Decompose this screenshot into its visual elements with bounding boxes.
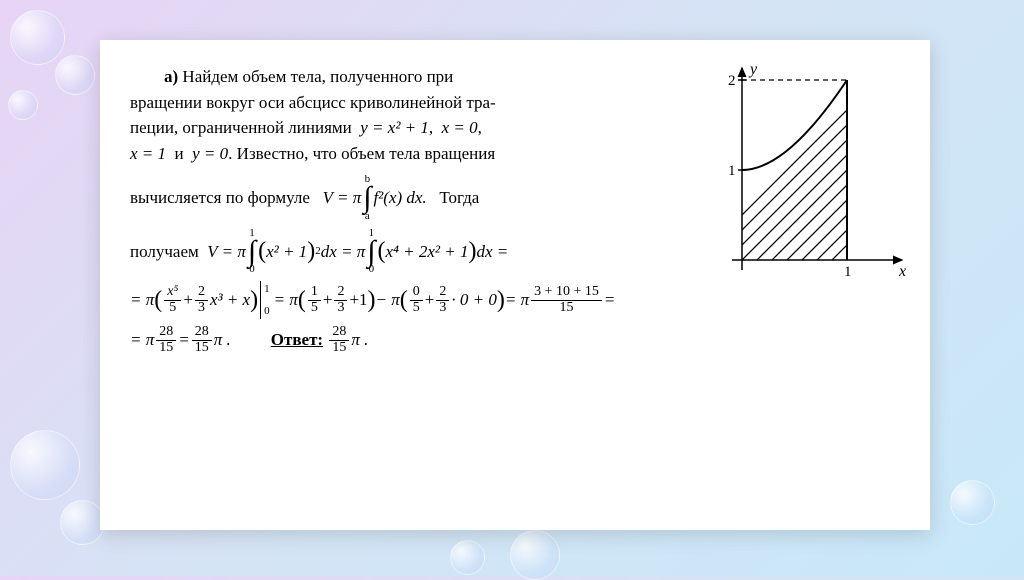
frac-28-15b: 2815 — [192, 325, 212, 355]
dx2: dx = — [477, 239, 509, 265]
intro-line1: Найдем объем тела, полученного при — [182, 67, 453, 86]
xtick-1: 1 — [844, 264, 852, 280]
frac-2-3c: 23 — [436, 285, 449, 315]
integrand-f: f²(x) dx. — [373, 185, 426, 211]
calc-label: вычисляется по формуле — [130, 185, 310, 211]
curve-eq: y = x² + 1 — [360, 118, 429, 137]
frac-sum: 3 + 10 + 1515 — [531, 285, 602, 315]
expand: x⁴ + 2x² + 1 — [385, 239, 468, 265]
xsq1: x² + 1 — [266, 239, 307, 265]
ytick-1: 1 — [728, 163, 736, 179]
V-eq: V = π — [323, 185, 362, 211]
integral-0-1-a: 1 ∫ 0 — [248, 228, 256, 276]
known-text: Известно, что объем тела вращения — [237, 144, 496, 163]
bound-x1: x = 1 — [130, 144, 166, 163]
frac-0-5: 05 — [410, 285, 423, 315]
frac-2-3b: 23 — [334, 285, 347, 315]
problem-text: а) Найдем объем тела, полученного при вр… — [130, 64, 710, 222]
integral-symbol: b ∫ a — [363, 174, 371, 222]
V-eq2: V = π — [207, 239, 246, 265]
computation-line3: = π 2815 = 2815 π . Ответ: 2815 π . — [130, 325, 900, 355]
x-axis-label: x — [898, 263, 906, 280]
integral-0-1-b: 1 ∫ 0 — [367, 228, 375, 276]
part-label: а) — [164, 67, 178, 86]
ytick-2: 2 — [728, 73, 736, 89]
eval-bar: 10 — [260, 281, 270, 319]
obtain-label: получаем — [130, 239, 199, 265]
answer-frac: 2815 — [329, 325, 349, 355]
bound-x0: x = 0 — [442, 118, 478, 137]
bound-y0: y = 0 — [192, 144, 228, 163]
frac-x5-5: x⁵5 — [164, 285, 181, 315]
frac-28-15a: 2815 — [156, 325, 176, 355]
intro-line2: вращении вокруг оси абсцисс криволинейно… — [130, 93, 496, 112]
y-axis-label: y — [748, 61, 758, 78]
volume-formula: вычисляется по формуле V = π b ∫ a f²(x)… — [130, 174, 710, 222]
frac-1-5: 15 — [308, 285, 321, 315]
then-label: Тогда — [439, 185, 479, 211]
frac-2-3a: 23 — [195, 285, 208, 315]
intro-line3: пеции, ограниченной линиями — [130, 118, 352, 137]
document-page: 1 2 1 x y а) Найдем объем тела, полученн… — [100, 40, 930, 530]
curve-graph: 1 2 1 x y — [702, 60, 912, 290]
dx1: dx = π — [321, 239, 366, 265]
answer-label: Ответ: — [271, 327, 323, 353]
